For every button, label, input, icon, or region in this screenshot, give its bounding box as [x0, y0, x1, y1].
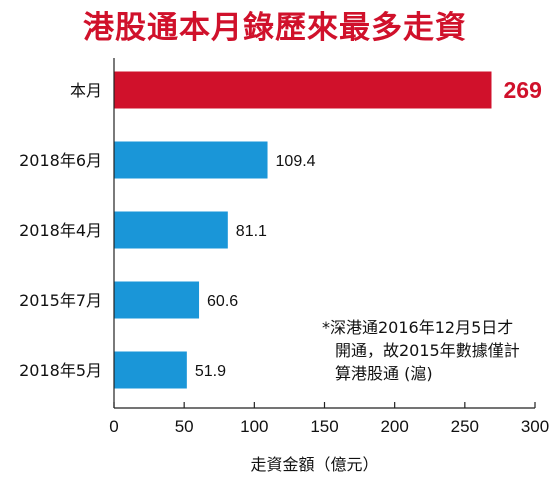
footnote: *深港通2016年12月5日才 開通，故2015年數據僅計 算港股通 (滬)	[322, 316, 547, 385]
bar	[114, 351, 187, 389]
category-label: 本月	[70, 81, 102, 100]
x-tick-label: 50	[175, 417, 194, 436]
value-label: 60.6	[207, 293, 238, 310]
bar	[114, 211, 228, 249]
category-label: 2018年5月	[19, 361, 102, 380]
x-axis-title: 走資金額（億元）	[250, 455, 378, 474]
category-label: 2018年4月	[19, 221, 102, 240]
bar	[114, 71, 492, 109]
x-tick-label: 100	[240, 417, 268, 436]
axes-group: 0 50 100 150 200 250 300 走資金額（億元）	[109, 58, 549, 474]
x-tick-label: 300	[521, 417, 549, 436]
x-tick-label: 0	[109, 417, 118, 436]
category-label: 2018年6月	[19, 151, 102, 170]
value-label: 51.9	[195, 363, 226, 380]
footnote-line: 算港股通 (滬)	[335, 364, 433, 383]
chart-title: 港股通本月錄歷來最多走資	[83, 10, 467, 46]
footnote-line: 開通，故2015年數據僅計	[335, 341, 520, 360]
value-label: 81.1	[236, 223, 267, 240]
bars-group	[114, 71, 492, 389]
footnote-line: *深港通2016年12月5日才	[322, 318, 514, 337]
category-label: 2015年7月	[19, 291, 102, 310]
x-tick-label: 200	[380, 417, 408, 436]
x-tick-label: 150	[310, 417, 338, 436]
x-tick-label: 250	[451, 417, 479, 436]
value-label: 269	[503, 77, 541, 103]
value-label: 109.4	[276, 153, 316, 170]
bar	[114, 141, 268, 179]
bar	[114, 281, 200, 319]
labels-group: 本月 269 2018年6月 109.4 2018年4月 81.1 2015年7月 60.6 2…	[19, 77, 542, 380]
